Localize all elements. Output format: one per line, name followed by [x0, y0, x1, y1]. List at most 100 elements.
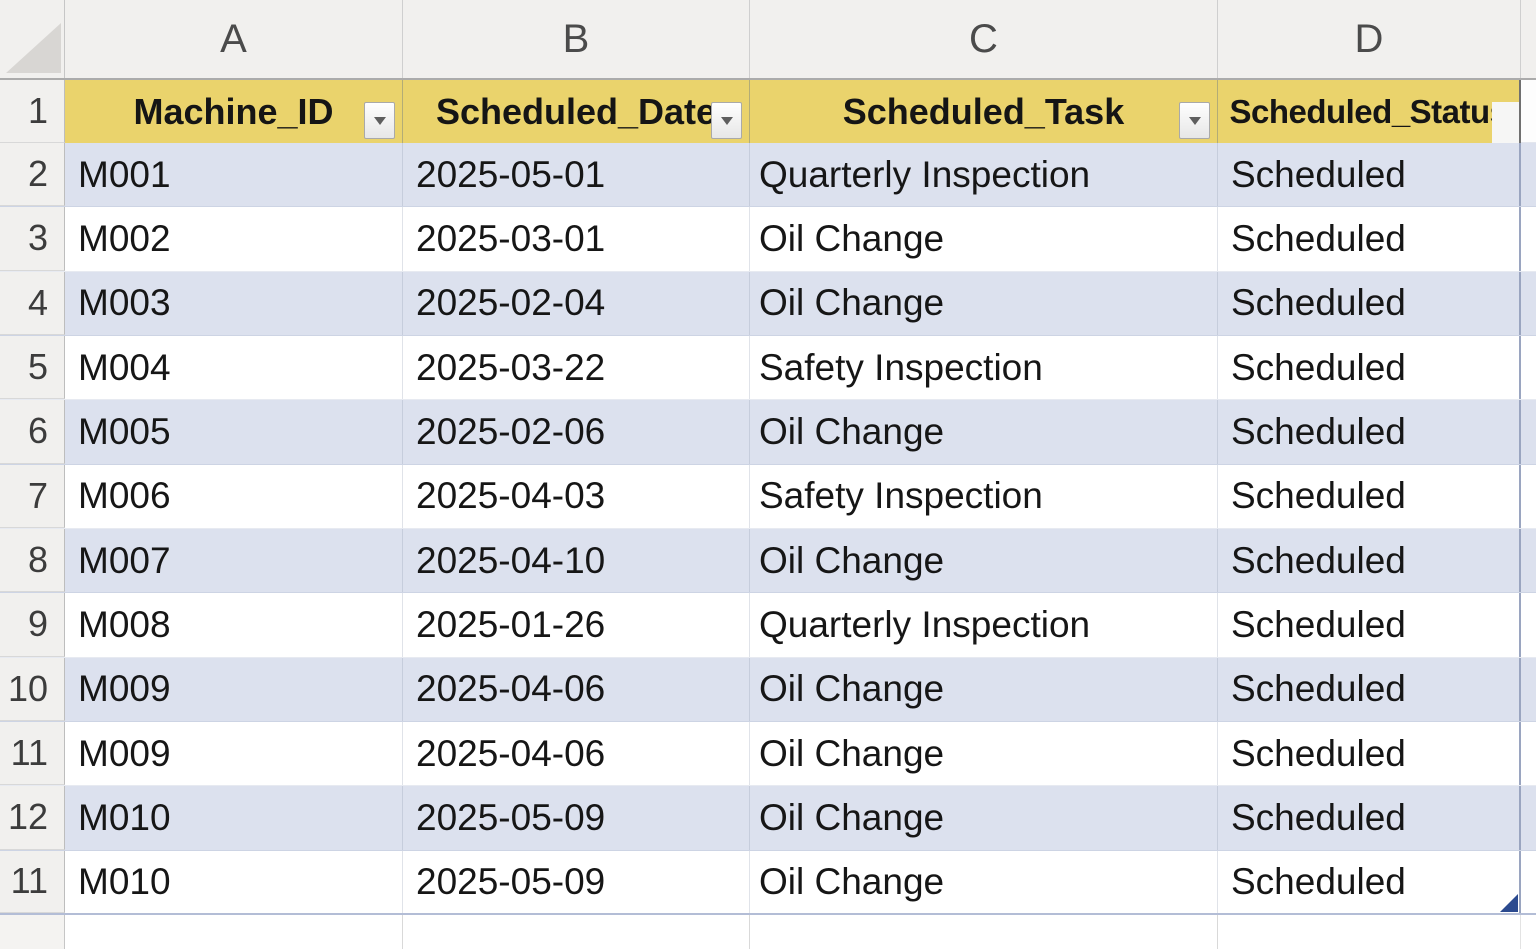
row-number-empty[interactable]: [0, 914, 65, 949]
row-overflow: [1521, 465, 1536, 528]
cell-scheduled-date[interactable]: 2025-04-06: [403, 657, 750, 721]
column-header-a[interactable]: A: [65, 0, 403, 78]
row-overflow: [1521, 851, 1536, 913]
filter-button-scheduled-status[interactable]: [1492, 102, 1519, 143]
cell-scheduled-status[interactable]: Scheduled: [1218, 400, 1521, 464]
cell-scheduled-status[interactable]: Scheduled: [1218, 528, 1521, 593]
cell-scheduled-task[interactable]: Oil Change: [750, 271, 1218, 335]
empty-cell[interactable]: [65, 914, 403, 949]
cell-machine-id[interactable]: M008: [65, 593, 403, 657]
row-overflow: [1521, 207, 1536, 270]
empty-cell[interactable]: [403, 914, 750, 949]
cell-scheduled-status[interactable]: Scheduled: [1218, 850, 1521, 913]
filter-button-scheduled-date[interactable]: [711, 102, 742, 139]
cell-scheduled-task[interactable]: Oil Change: [750, 400, 1218, 464]
column-header-d[interactable]: D: [1218, 0, 1521, 78]
row-overflow: [1521, 722, 1536, 785]
row-number[interactable]: 11: [0, 721, 65, 786]
header-cell-machine-id[interactable]: Machine_ID: [65, 80, 403, 143]
table-row: 11 M009 2025-04-06 Oil Change Scheduled: [0, 721, 1536, 787]
cell-machine-id[interactable]: M006: [65, 464, 403, 528]
header-overflow: [1521, 80, 1536, 143]
cell-scheduled-date[interactable]: 2025-04-03: [403, 464, 750, 528]
cell-scheduled-status[interactable]: Scheduled: [1218, 335, 1521, 400]
cell-scheduled-task[interactable]: Quarterly Inspection: [750, 143, 1218, 207]
cell-scheduled-task[interactable]: Oil Change: [750, 657, 1218, 721]
cell-scheduled-date[interactable]: 2025-02-06: [403, 400, 750, 464]
cell-scheduled-task[interactable]: Oil Change: [750, 207, 1218, 271]
cell-scheduled-status[interactable]: Scheduled: [1218, 657, 1521, 721]
empty-cell: [1521, 915, 1536, 949]
cell-scheduled-date[interactable]: 2025-05-01: [403, 143, 750, 207]
cell-scheduled-task[interactable]: Oil Change: [750, 786, 1218, 850]
cell-machine-id[interactable]: M004: [65, 335, 403, 400]
row-number[interactable]: 10: [0, 657, 65, 721]
select-all-corner[interactable]: [0, 0, 65, 78]
cell-machine-id[interactable]: M005: [65, 400, 403, 464]
row-overflow: [1521, 336, 1536, 399]
cell-scheduled-status[interactable]: Scheduled: [1218, 143, 1521, 207]
cell-scheduled-date[interactable]: 2025-03-22: [403, 335, 750, 400]
table-row: 4 M003 2025-02-04 Oil Change Scheduled: [0, 271, 1536, 336]
cell-scheduled-date[interactable]: 2025-05-09: [403, 850, 750, 913]
row-overflow: [1521, 593, 1536, 656]
row-number[interactable]: 6: [0, 400, 65, 464]
table-resize-handle[interactable]: [1500, 893, 1518, 912]
cell-scheduled-status[interactable]: Scheduled: [1218, 593, 1521, 657]
row-overflow: [1521, 400, 1536, 463]
header-label-scheduled-task: Scheduled_Task: [842, 90, 1125, 132]
cell-machine-id[interactable]: M010: [65, 850, 403, 913]
header-label-machine-id: Machine_ID: [133, 90, 334, 132]
cell-scheduled-date[interactable]: 2025-01-26: [403, 593, 750, 657]
cell-scheduled-status[interactable]: Scheduled: [1218, 207, 1521, 271]
empty-cell[interactable]: [1218, 914, 1521, 949]
cell-machine-id[interactable]: M001: [65, 143, 403, 207]
header-cell-scheduled-task[interactable]: Scheduled_Task: [750, 80, 1218, 143]
cell-scheduled-task[interactable]: Oil Change: [750, 528, 1218, 593]
header-cell-scheduled-date[interactable]: Scheduled_Date: [403, 80, 750, 143]
cell-scheduled-status[interactable]: Scheduled: [1218, 271, 1521, 335]
cell-scheduled-status[interactable]: Scheduled: [1218, 786, 1521, 850]
cell-machine-id[interactable]: M003: [65, 271, 403, 335]
filter-button-scheduled-task[interactable]: [1179, 102, 1210, 139]
row-number[interactable]: 11: [0, 850, 65, 913]
cell-scheduled-date[interactable]: 2025-05-09: [403, 786, 750, 850]
cell-machine-id[interactable]: M009: [65, 657, 403, 721]
table-row: 11 M010 2025-05-09 Oil Change Scheduled: [0, 850, 1536, 915]
column-header-b[interactable]: B: [403, 0, 750, 78]
row-number[interactable]: 7: [0, 464, 65, 528]
cell-scheduled-task[interactable]: Safety Inspection: [750, 335, 1218, 400]
row-number[interactable]: 5: [0, 335, 65, 400]
table-row: 9 M008 2025-01-26 Quarterly Inspection Sched…: [0, 593, 1536, 658]
cell-machine-id[interactable]: M002: [65, 207, 403, 271]
row-number[interactable]: 3: [0, 207, 65, 271]
cell-machine-id[interactable]: M007: [65, 528, 403, 593]
cell-scheduled-status[interactable]: Scheduled: [1218, 464, 1521, 528]
filter-dropdown-icon: [720, 116, 733, 125]
row-number[interactable]: 8: [0, 528, 65, 593]
cell-scheduled-task[interactable]: Oil Change: [750, 850, 1218, 913]
cell-scheduled-date[interactable]: 2025-03-01: [403, 207, 750, 271]
row-number[interactable]: 9: [0, 593, 65, 657]
row-number[interactable]: 1: [0, 80, 65, 143]
cell-scheduled-date[interactable]: 2025-04-10: [403, 528, 750, 593]
table-row: 2 M001 2025-05-01 Quarterly Inspection Sched…: [0, 143, 1536, 208]
cell-machine-id[interactable]: M009: [65, 721, 403, 786]
row-number[interactable]: 2: [0, 143, 65, 207]
cell-scheduled-task[interactable]: Safety Inspection: [750, 464, 1218, 528]
cell-machine-id[interactable]: M010: [65, 786, 403, 850]
table-row: 10 M009 2025-04-06 Oil Change Scheduled: [0, 657, 1536, 722]
header-cell-scheduled-status[interactable]: Scheduled_Status: [1218, 80, 1521, 143]
row-number[interactable]: 4: [0, 271, 65, 335]
cell-scheduled-task[interactable]: Oil Change: [750, 721, 1218, 786]
filter-button-machine-id[interactable]: [364, 102, 395, 139]
empty-cell[interactable]: [750, 914, 1218, 949]
cell-scheduled-status[interactable]: Scheduled: [1218, 721, 1521, 786]
cell-scheduled-date[interactable]: 2025-04-06: [403, 721, 750, 786]
cell-scheduled-task[interactable]: Quarterly Inspection: [750, 593, 1218, 657]
row-number[interactable]: 12: [0, 786, 65, 850]
cell-scheduled-date[interactable]: 2025-02-04: [403, 271, 750, 335]
column-header-c[interactable]: C: [750, 0, 1218, 78]
